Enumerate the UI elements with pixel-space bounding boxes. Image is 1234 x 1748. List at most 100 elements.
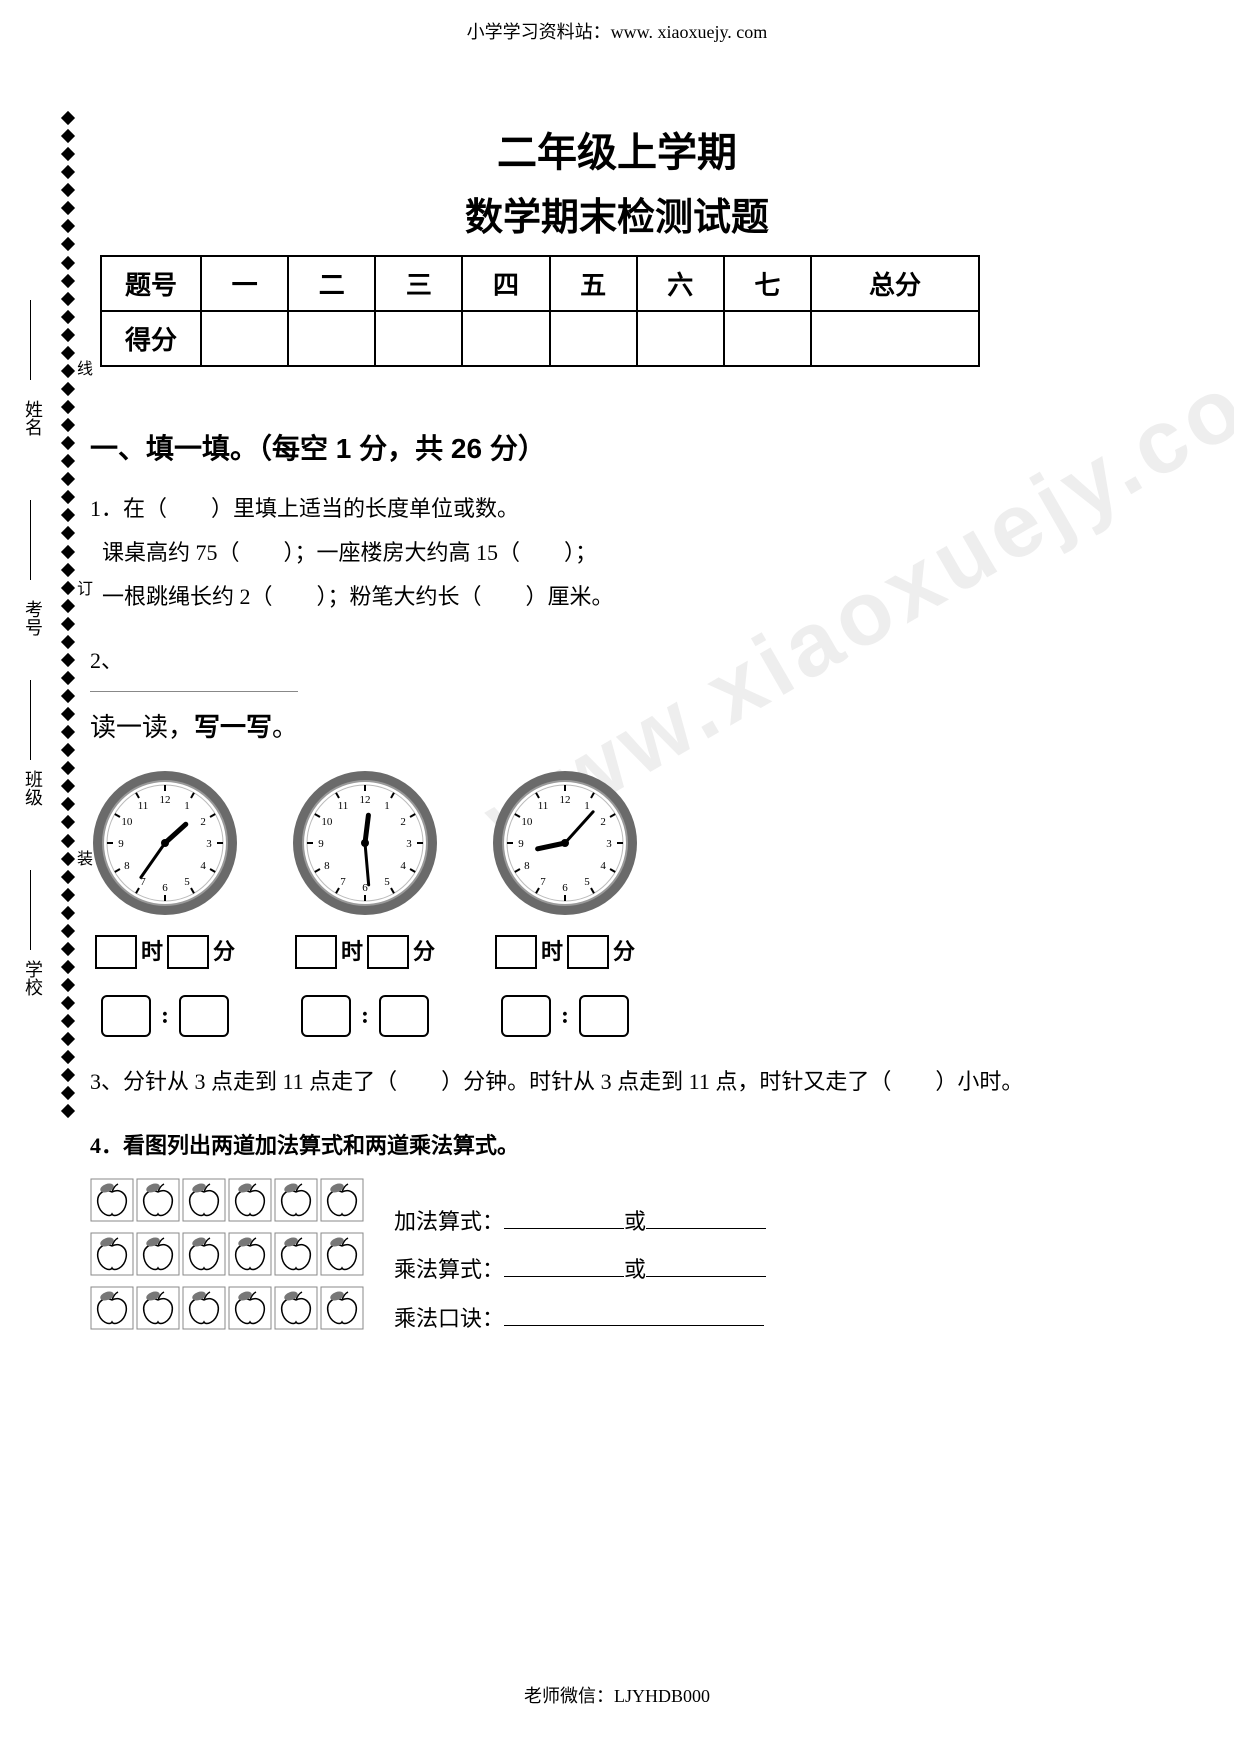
apple-icon <box>136 1286 180 1330</box>
q1: 1．在（ ）里填上适当的长度单位或数。 课桌高约 75（ ）；一座楼房大约高 1… <box>90 487 1144 619</box>
q4-lines: 加法算式：或 乘法算式：或 乘法口诀： <box>394 1198 766 1343</box>
score-header-cell: 五 <box>550 256 637 311</box>
svg-text:2: 2 <box>200 816 206 828</box>
score-header-cell: 七 <box>724 256 811 311</box>
min-box[interactable] <box>167 935 209 969</box>
svg-text:9: 9 <box>318 838 324 850</box>
svg-text:7: 7 <box>340 876 346 888</box>
score-cell <box>462 311 549 366</box>
title-line1: 二年级上学期 <box>90 120 1144 178</box>
svg-text:3: 3 <box>606 838 612 850</box>
hour-box[interactable] <box>495 935 537 969</box>
time-colon-boxes: : <box>90 992 240 1040</box>
score-header-cell: 总分 <box>811 256 979 311</box>
apple-icon <box>136 1178 180 1222</box>
q1-lead: 1．在（ ）里填上适当的长度单位或数。 <box>90 487 1144 531</box>
section1-heading: 一、填一填。（每空 1 分，共 26 分） <box>90 427 1144 467</box>
score-header-cell: 二 <box>288 256 375 311</box>
min-box[interactable] <box>367 935 409 969</box>
apple-grid <box>90 1178 364 1330</box>
colon-min-box[interactable] <box>579 995 629 1037</box>
svg-text:10: 10 <box>521 816 533 828</box>
score-header-cell: 三 <box>375 256 462 311</box>
apple-icon <box>320 1286 364 1330</box>
apple-icon <box>182 1178 226 1222</box>
binding-label-class: 班级 <box>20 770 46 806</box>
score-header-cell: 六 <box>637 256 724 311</box>
colon-min-box[interactable] <box>379 995 429 1037</box>
svg-text:4: 4 <box>600 860 606 872</box>
svg-text:12: 12 <box>560 794 571 806</box>
svg-text:11: 11 <box>338 800 349 812</box>
clock-unit: 123456789101112 时分: <box>490 768 640 1040</box>
q4: 4．看图列出两道加法算式和两道乘法算式。 <box>90 1124 1144 1343</box>
apple-icon <box>228 1232 272 1276</box>
apple-icon <box>182 1232 226 1276</box>
svg-text:12: 12 <box>160 794 171 806</box>
time-boxes: 时分 <box>90 930 240 974</box>
q2-num: 2、 <box>90 639 1144 683</box>
q1-line2: 一根跳绳长约 2（ ）；粉笔大约长（ ）厘米。 <box>90 575 1144 619</box>
svg-text:1: 1 <box>184 800 190 812</box>
svg-text:4: 4 <box>400 860 406 872</box>
footer: 老师微信：LJYHDB000 <box>0 1682 1234 1708</box>
apple-icon <box>274 1232 318 1276</box>
binding-labels: 学校 班级 考号 姓名 装 订 线 <box>10 130 50 1030</box>
q2-title: 读一读，写一写。 <box>90 691 298 754</box>
apple-icon <box>90 1286 134 1330</box>
binding-strip <box>58 110 78 1120</box>
svg-text:6: 6 <box>162 882 168 894</box>
apple-icon <box>320 1232 364 1276</box>
clock-unit: 123456789101112 时分: <box>290 768 440 1040</box>
binding-label-name: 姓名 <box>20 400 46 436</box>
score-cell <box>288 311 375 366</box>
score-header-cell: 四 <box>462 256 549 311</box>
apple-icon <box>320 1178 364 1222</box>
apple-icon <box>90 1178 134 1222</box>
apple-icon <box>90 1232 134 1276</box>
svg-text:6: 6 <box>562 882 568 894</box>
svg-text:10: 10 <box>121 816 133 828</box>
colon-min-box[interactable] <box>179 995 229 1037</box>
q3: 3、分针从 3 点走到 11 点走了（ ）分钟。时针从 3 点走到 11 点，时… <box>90 1060 1144 1104</box>
svg-text:7: 7 <box>540 876 546 888</box>
time-boxes: 时分 <box>490 930 640 974</box>
svg-text:5: 5 <box>584 876 590 888</box>
q2: 2、 读一读，写一写。 123456789101112 时分: 12345678… <box>90 639 1144 1040</box>
apple-icon <box>274 1178 318 1222</box>
binding-label-id: 考号 <box>20 600 46 636</box>
svg-text:9: 9 <box>518 838 524 850</box>
apple-icon <box>182 1286 226 1330</box>
score-cell <box>637 311 724 366</box>
apple-icon <box>136 1232 180 1276</box>
svg-text:3: 3 <box>206 838 212 850</box>
apple-row <box>90 1178 364 1222</box>
apple-icon <box>228 1286 272 1330</box>
hour-box[interactable] <box>295 935 337 969</box>
svg-text:3: 3 <box>406 838 412 850</box>
svg-text:8: 8 <box>324 860 330 872</box>
svg-text:11: 11 <box>538 800 549 812</box>
title-line2: 数学期末检测试题 <box>90 186 1144 241</box>
svg-text:2: 2 <box>400 816 406 828</box>
score-cell <box>375 311 462 366</box>
min-box[interactable] <box>567 935 609 969</box>
svg-text:8: 8 <box>524 860 530 872</box>
colon-hour-box[interactable] <box>301 995 351 1037</box>
colon-hour-box[interactable] <box>101 995 151 1037</box>
clock-face: 123456789101112 <box>90 768 240 918</box>
score-row-label: 得分 <box>101 311 201 366</box>
svg-text:1: 1 <box>384 800 390 812</box>
svg-text:12: 12 <box>360 794 371 806</box>
q4-lead: 4．看图列出两道加法算式和两道乘法算式。 <box>90 1124 1144 1168</box>
score-header-cell: 一 <box>201 256 288 311</box>
header-url: 小学学习资料站：www. xiaoxuejy. com <box>0 0 1234 44</box>
score-header-cell: 题号 <box>101 256 201 311</box>
hour-box[interactable] <box>95 935 137 969</box>
q1-line1: 课桌高约 75（ ）；一座楼房大约高 15（ ）； <box>90 531 1144 575</box>
svg-text:8: 8 <box>124 860 130 872</box>
clock-face: 123456789101112 <box>490 768 640 918</box>
time-boxes: 时分 <box>290 930 440 974</box>
clock-face: 123456789101112 <box>290 768 440 918</box>
colon-hour-box[interactable] <box>501 995 551 1037</box>
